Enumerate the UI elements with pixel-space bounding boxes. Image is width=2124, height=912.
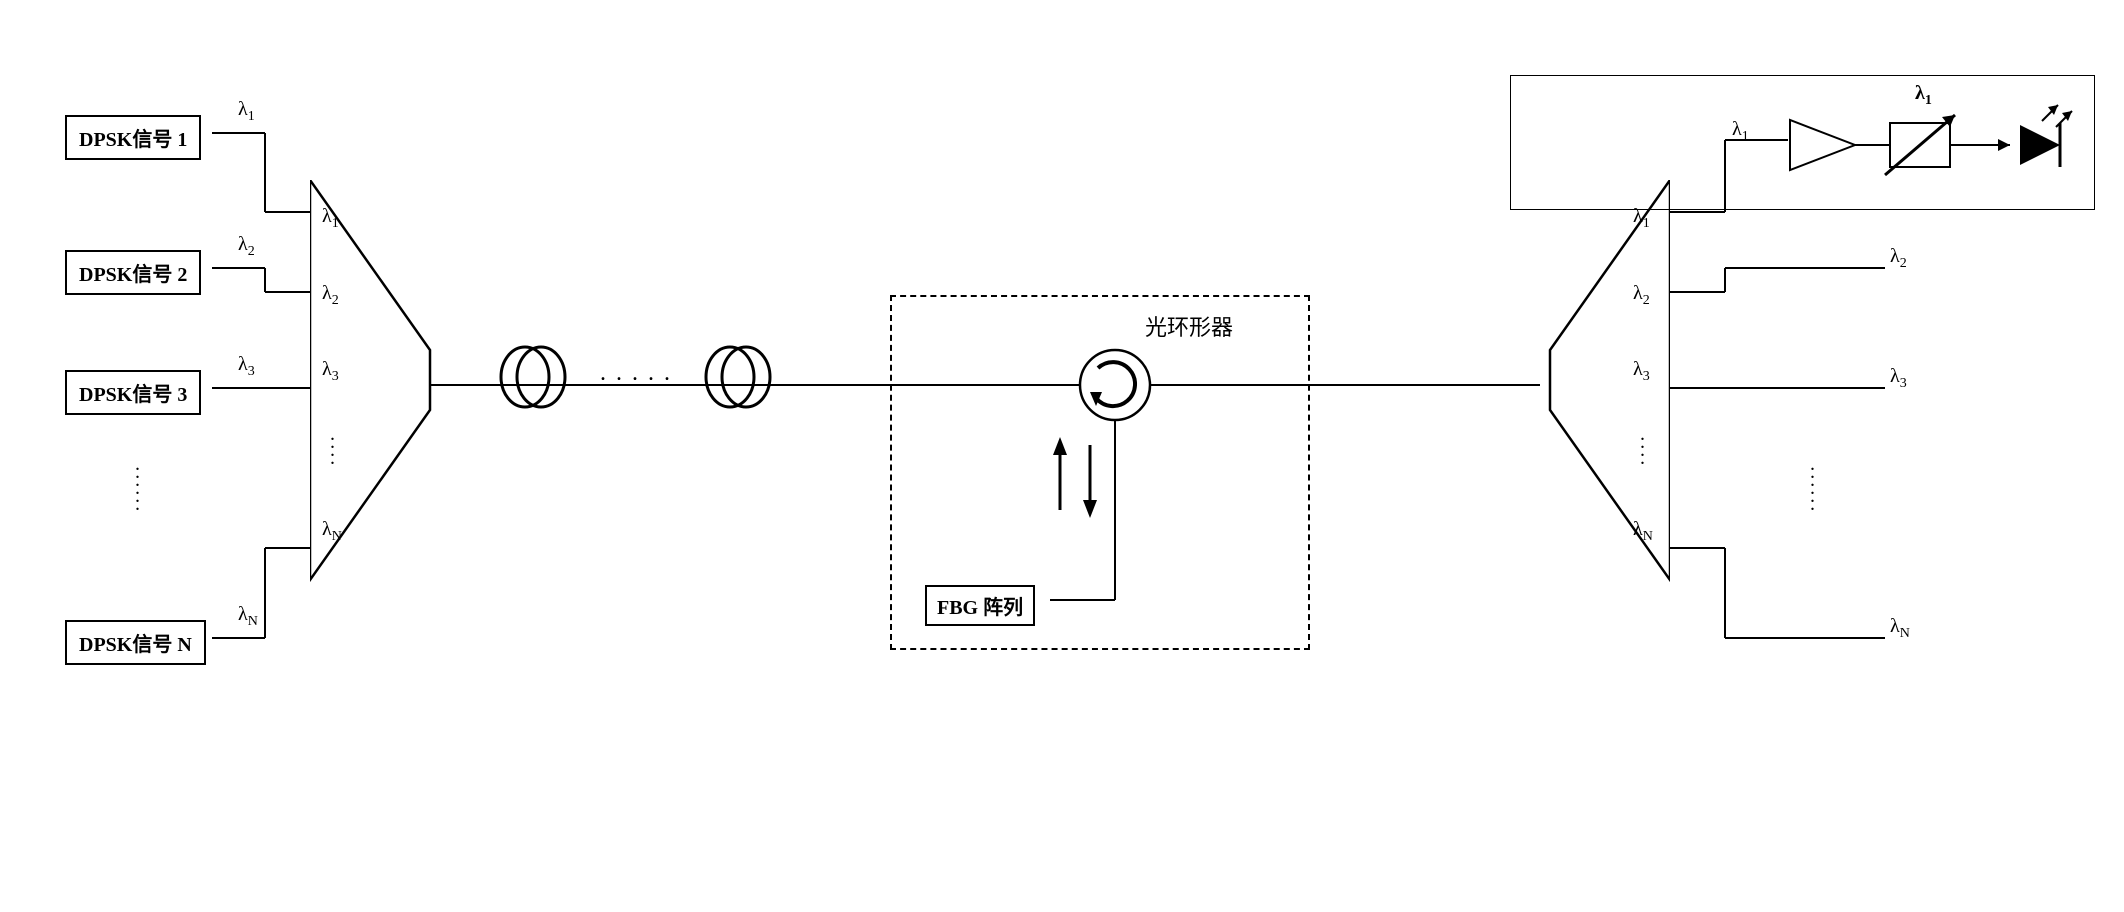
lambda-out-3: λ3 xyxy=(1890,365,1907,392)
circulator-icon xyxy=(1078,348,1152,422)
mux-port-1: λ1 xyxy=(322,205,339,232)
lambda-out-2: λ2 xyxy=(1890,245,1907,272)
filter-lambda: λ1 xyxy=(1915,82,1932,109)
lambda-out-n: λN xyxy=(1890,615,1910,642)
fbg-label: FBG 阵列 xyxy=(937,597,1023,619)
demux-ellipsis: .... xyxy=(1640,430,1645,462)
mux-port-2: λ2 xyxy=(322,282,339,309)
wdm-dpsk-diagram: DPSK信号 1 DPSK信号 2 DPSK信号 3 DPSK信号 N ....… xyxy=(20,20,2124,892)
mux-ellipsis-left: .... xyxy=(330,430,335,462)
fiber-dots: . . . . . xyxy=(600,360,672,387)
demux-port-3: λ3 xyxy=(1633,358,1650,385)
mux-port-n: λN xyxy=(322,518,342,545)
fiber-coil-2 xyxy=(700,342,780,412)
mux-port-3: λ3 xyxy=(322,358,339,385)
fbg-array-box: FBG 阵列 xyxy=(925,585,1035,626)
receiver-internals xyxy=(1510,75,2095,210)
demux-port-n: λN xyxy=(1633,518,1653,545)
demux-port-2: λ2 xyxy=(1633,282,1650,309)
fiber-coil-1 xyxy=(495,342,575,412)
outputs-ellipsis: ...... xyxy=(1810,460,1815,508)
circulator-label: 光环形器 xyxy=(1145,310,1233,342)
